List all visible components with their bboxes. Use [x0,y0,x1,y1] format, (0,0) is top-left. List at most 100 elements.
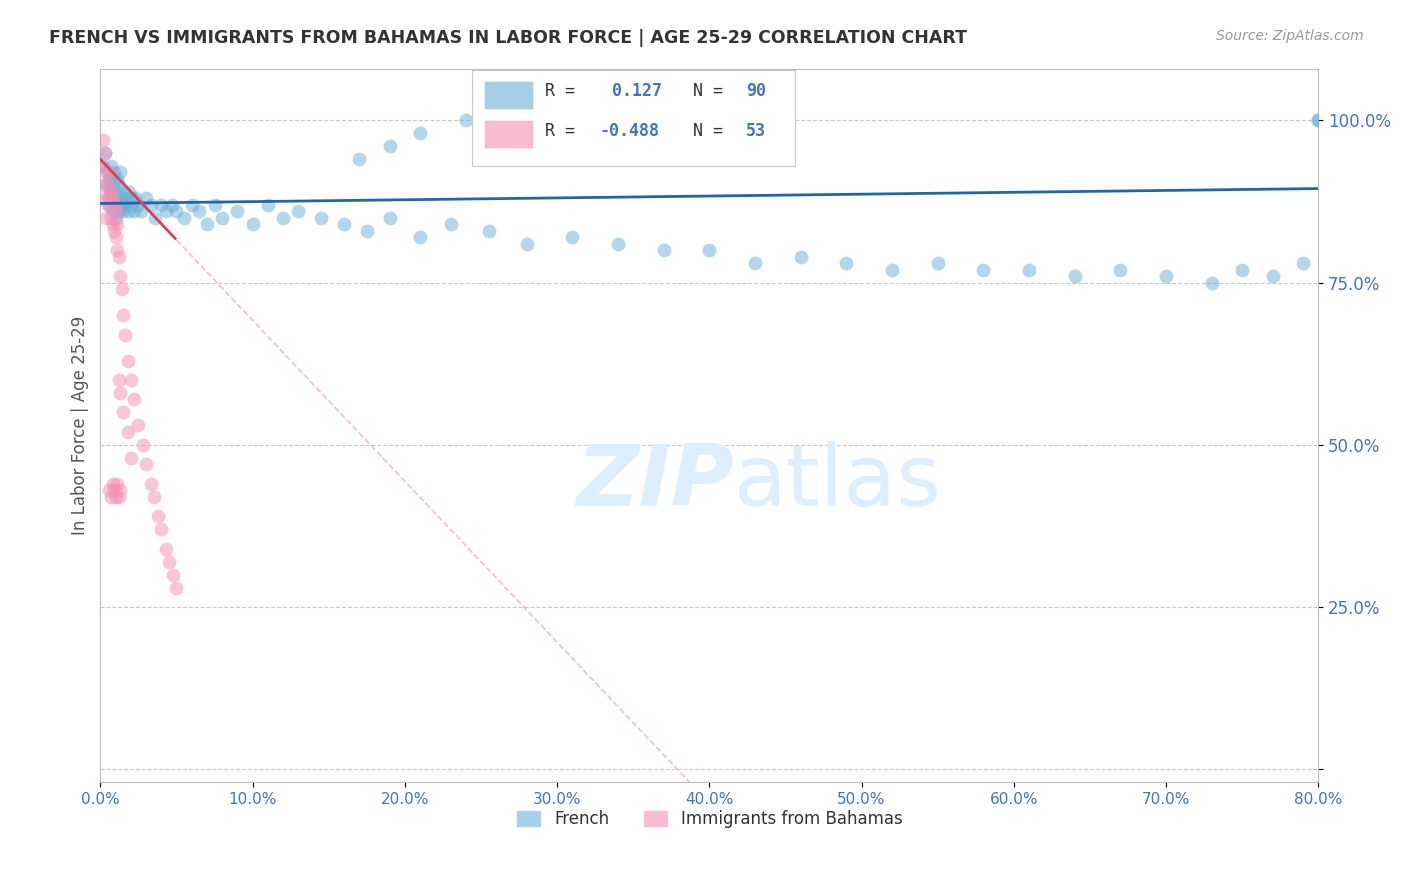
Point [108,165,131,179]
Point [1109,262,1132,277]
Point [96,178,118,193]
Point [117,425,139,439]
Point [94,145,117,160]
Point [118,185,141,199]
Point [155,204,177,219]
Point [132,438,155,452]
Point [107,373,129,387]
Point [127,198,149,212]
Point [108,483,131,498]
Point [166,204,188,219]
Text: FRENCH VS IMMIGRANTS FROM BAHAMAS IN LABOR FORCE | AGE 25-29 CORRELATION CHART: FRENCH VS IMMIGRANTS FROM BAHAMAS IN LAB… [49,29,967,46]
Point [256,198,278,212]
Point [104,490,127,504]
Point [378,139,401,153]
Point [576,113,599,128]
Text: -0.488: -0.488 [600,121,659,140]
Point [97,165,120,179]
Y-axis label: In Labor Force | Age 25-29: In Labor Force | Age 25-29 [72,316,89,535]
Point [104,204,127,219]
Point [880,262,903,277]
Point [139,476,162,491]
Point [835,256,858,270]
Point [111,198,134,212]
Point [150,522,173,536]
Point [713,113,735,128]
Point [98,198,121,212]
Point [439,217,461,231]
Point [112,185,135,199]
Point [96,211,118,225]
Point [104,185,127,199]
Point [98,171,121,186]
Point [226,204,249,219]
Point [112,204,135,219]
Point [309,211,332,225]
Point [1261,269,1284,284]
Point [112,308,135,322]
FancyBboxPatch shape [472,70,794,166]
Point [347,153,370,167]
Point [101,476,124,491]
Point [621,127,644,141]
Text: atlas: atlas [734,441,942,524]
Point [1230,262,1253,277]
Text: 90: 90 [745,82,766,101]
Point [409,127,432,141]
Point [104,211,127,225]
Point [103,165,125,179]
Point [97,178,120,193]
Point [107,250,129,264]
Text: ZIP: ZIP [576,441,734,524]
Legend: French, Immigrants from Bahamas: French, Immigrants from Bahamas [509,803,910,835]
Point [135,458,157,472]
Point [103,191,125,205]
Point [105,476,128,491]
Point [100,211,122,225]
Text: R =: R = [546,121,585,140]
Point [101,204,124,219]
Point [93,159,115,173]
Point [333,217,356,231]
Point [744,256,766,270]
Point [561,230,583,244]
Point [697,244,720,258]
Point [150,198,173,212]
Point [155,541,177,556]
Point [105,217,128,231]
Point [108,269,131,284]
Point [96,165,118,179]
Point [93,133,115,147]
Point [530,145,553,160]
Point [103,483,125,498]
Point [135,191,157,205]
Point [211,211,233,225]
Point [972,262,994,277]
Point [1201,276,1223,290]
Point [100,159,122,173]
Point [100,490,122,504]
Point [607,236,630,251]
Point [117,204,139,219]
Point [927,256,949,270]
Point [180,198,202,212]
Bar [484,120,533,148]
Point [120,198,142,212]
Point [107,204,129,219]
Point [1308,113,1330,128]
Point [188,204,211,219]
Point [93,178,115,193]
Point [120,450,142,465]
Point [115,191,138,205]
Point [131,204,153,219]
Point [668,139,690,153]
Point [356,224,378,238]
Point [105,244,128,258]
Point [516,236,538,251]
Point [789,250,811,264]
Point [105,171,128,186]
Point [162,567,184,582]
Point [112,405,135,419]
Point [477,224,499,238]
Point [409,230,432,244]
